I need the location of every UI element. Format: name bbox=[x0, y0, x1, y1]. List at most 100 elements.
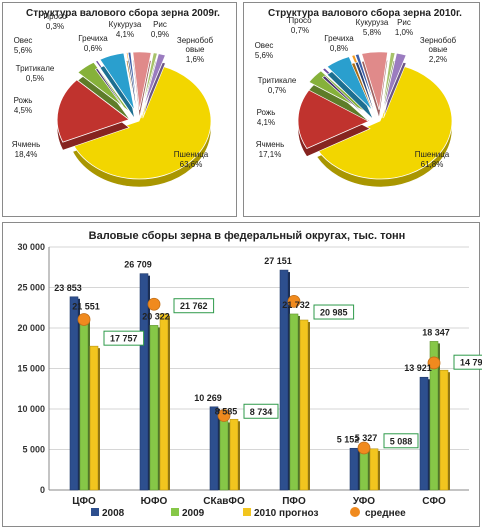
bar-2008 bbox=[69, 296, 79, 491]
value-label-2010: 20 985 bbox=[320, 308, 348, 318]
value-label-2008: 13 921 bbox=[404, 363, 432, 373]
pie-slice-label: Просо bbox=[43, 12, 67, 21]
pie-slice bbox=[297, 88, 371, 150]
bar-2010 прогноз bbox=[439, 369, 449, 491]
pie-slice-label: Пшеница bbox=[174, 150, 209, 159]
pie-slice-label: Просо bbox=[288, 16, 312, 25]
pie-slice-side bbox=[321, 75, 372, 121]
bar-side bbox=[438, 343, 440, 490]
pie-slice bbox=[72, 65, 212, 180]
average-marker bbox=[77, 313, 91, 326]
bar-side bbox=[448, 372, 450, 490]
pie-slice bbox=[383, 52, 407, 111]
pie-chart-2010-svg: Структура валового сбора зерна 2010г.Пше… bbox=[255, 7, 462, 188]
bar-2009 bbox=[219, 420, 229, 491]
legend-swatch bbox=[243, 508, 251, 516]
pie-slice bbox=[354, 53, 377, 111]
bar-side bbox=[358, 450, 360, 490]
average-marker bbox=[427, 356, 441, 370]
bar-2010 прогноз bbox=[369, 448, 379, 491]
y-tick-label: 5 000 bbox=[22, 445, 45, 455]
pie-slice bbox=[99, 52, 135, 111]
value-label-2009: 5 327 bbox=[355, 433, 378, 443]
pie-slice bbox=[77, 61, 131, 113]
pie-slice-label: Рожь bbox=[14, 96, 33, 105]
pie-slice-label: Гречиха bbox=[324, 34, 354, 43]
pie-slice bbox=[142, 53, 166, 111]
value-label-2008: 23 853 bbox=[54, 283, 82, 293]
pie-slice-side bbox=[95, 68, 133, 120]
value-label-2009: 20 322 bbox=[142, 311, 170, 321]
bar-side bbox=[148, 275, 150, 490]
average-marker bbox=[147, 297, 161, 311]
pie-title: Структура валового сбора зерна 2009г. bbox=[26, 7, 220, 19]
pie-slice-value: 0,6% bbox=[84, 44, 102, 53]
value-label-2008: 26 709 bbox=[124, 260, 152, 270]
bar-side bbox=[98, 348, 100, 490]
bar-chart-svg: Валовые сборы зерна в федеральный округа… bbox=[17, 230, 482, 519]
value-label-2010-box bbox=[313, 304, 355, 320]
pie-slice-value: 4,1% bbox=[116, 30, 134, 39]
pie-slice-value: 0,9% bbox=[151, 30, 169, 39]
x-tick-label: ЦФО bbox=[72, 496, 96, 507]
pie-slice-value: 18,4% bbox=[15, 150, 38, 159]
pie-slice-label: Тритикале bbox=[258, 76, 297, 85]
value-label-2009: 18 347 bbox=[422, 327, 450, 337]
bar-2009 bbox=[149, 325, 159, 491]
y-tick-label: 20 000 bbox=[17, 323, 45, 333]
value-label-2008: 10 269 bbox=[194, 393, 222, 403]
pie-slice-value: 0,7% bbox=[291, 26, 309, 35]
legend-swatch-average bbox=[350, 507, 360, 517]
pie-slice-value: 63,6% bbox=[180, 160, 203, 169]
bar-2010 прогноз bbox=[299, 319, 309, 491]
value-label-2010-box bbox=[243, 403, 279, 419]
y-tick-label: 25 000 bbox=[17, 283, 45, 293]
x-tick-label: СКавФО bbox=[203, 496, 245, 507]
pie-slice bbox=[316, 65, 453, 180]
bars bbox=[69, 269, 450, 491]
bar-2009 bbox=[79, 315, 89, 491]
pie-title: Структура валового сбора зерна 2010г. bbox=[268, 7, 462, 19]
x-tick-label: УФО bbox=[353, 496, 375, 507]
y-tick-label: 15 000 bbox=[17, 364, 45, 374]
pie-slice bbox=[361, 51, 389, 110]
bar-side bbox=[378, 450, 380, 490]
bar-side bbox=[228, 422, 230, 490]
value-label-2010: 8 734 bbox=[250, 407, 273, 417]
y-tick-label: 30 000 bbox=[17, 242, 45, 252]
bar-2009 bbox=[289, 313, 299, 491]
pie-slice-label: Зернобоб овые bbox=[420, 36, 457, 54]
value-label-2009: 8 585 bbox=[215, 406, 238, 416]
pie-slice bbox=[381, 51, 396, 111]
pie-slice-label: Овес bbox=[255, 41, 274, 50]
pie-slice-value: 1,0% bbox=[395, 28, 413, 37]
value-label-2010-box bbox=[173, 298, 215, 314]
pie-slices bbox=[297, 51, 453, 188]
bar-side bbox=[288, 272, 290, 490]
bar-side bbox=[158, 327, 160, 490]
value-label-2010-box bbox=[383, 433, 419, 449]
average-marker bbox=[357, 441, 371, 455]
legend-label: среднее bbox=[365, 508, 406, 519]
pie-slice-value: 5,8% bbox=[363, 28, 381, 37]
bar-chart-federal-districts: Валовые сборы зерна в федеральный округа… bbox=[2, 222, 482, 527]
bar-2010 прогноз bbox=[159, 313, 169, 491]
pie-slice-label: Зернобоб овые bbox=[177, 36, 214, 54]
legend-label: 2009 bbox=[182, 508, 205, 519]
value-label-2009: 21 732 bbox=[282, 300, 310, 310]
bar-2008 bbox=[209, 406, 219, 491]
pie-slice-label: Рожь bbox=[257, 108, 276, 117]
pie-slices bbox=[56, 51, 212, 188]
y-tick-label: 0 bbox=[40, 485, 45, 495]
legend-label: 2008 bbox=[102, 508, 125, 519]
bar-2008 bbox=[349, 447, 359, 491]
pie-slice-label: Кукуруза bbox=[356, 18, 389, 27]
pie-slice-label: Рис bbox=[153, 20, 167, 29]
pie-slice-value: 0,8% bbox=[330, 44, 348, 53]
value-labels: 23 853 21 551 17 757 26 709 20 322 21 762 10 2… bbox=[54, 256, 482, 449]
value-label-2010: 17 757 bbox=[110, 334, 138, 344]
pie-slice-value: 0,5% bbox=[26, 74, 44, 83]
bar-side bbox=[78, 298, 80, 490]
pie-slice-value: 5,6% bbox=[255, 51, 273, 60]
